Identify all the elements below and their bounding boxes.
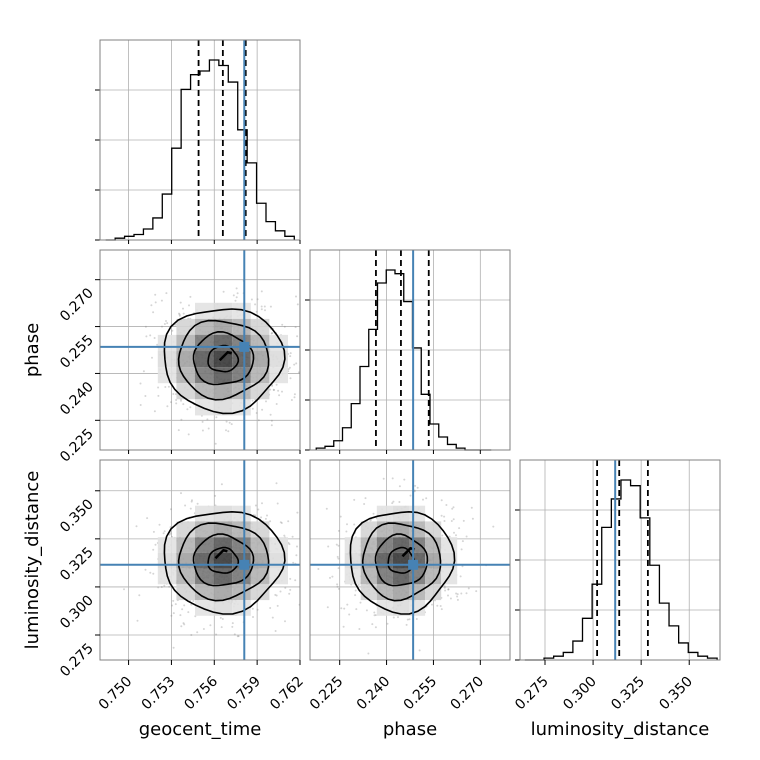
x-tick-label-0-240: 0.240 bbox=[354, 674, 394, 714]
hist-phase bbox=[305, 250, 492, 451]
grid-lines bbox=[100, 40, 301, 240]
hist-step-geocent_time bbox=[105, 59, 295, 241]
x-tick-label-0-225: 0.225 bbox=[307, 674, 347, 714]
x-tick-label-0-275: 0.275 bbox=[512, 674, 552, 714]
truth-marker bbox=[239, 341, 250, 352]
contour-level-2 bbox=[192, 330, 255, 386]
x-tick-label-0-300: 0.300 bbox=[560, 674, 600, 714]
hist-luminosity_distance-frame bbox=[519, 459, 721, 661]
x-tick-label-0-759: 0.759 bbox=[224, 674, 264, 714]
contour-level-4 bbox=[163, 308, 286, 415]
x-axis-label-geocent_time: geocent_time bbox=[139, 719, 262, 740]
y-axis-label-luminosity_distance: luminosity_distance bbox=[22, 471, 43, 650]
y-tick-label-0-350: 0.350 bbox=[57, 496, 97, 536]
x-axis-label-phase: phase bbox=[383, 719, 437, 740]
hist-step-phase bbox=[315, 269, 492, 451]
y-tick-label-0-275: 0.275 bbox=[57, 641, 97, 681]
x-tick-label-0-750: 0.750 bbox=[96, 674, 136, 714]
x-tick-label-0-270: 0.270 bbox=[447, 674, 487, 714]
x-tick-label-0-762: 0.762 bbox=[267, 674, 307, 714]
scatter-geocent_time-vs-luminosity_distance-frame bbox=[99, 459, 301, 661]
scatter-geocent_time-vs-phase bbox=[100, 250, 300, 450]
y-axis-label-phase: phase bbox=[22, 323, 43, 377]
y-tick-label-0-255: 0.255 bbox=[57, 332, 97, 372]
y-tick-label-0-325: 0.325 bbox=[57, 544, 97, 584]
hist-step-luminosity_distance bbox=[524, 479, 718, 661]
x-tick-label-0-753: 0.753 bbox=[139, 674, 179, 714]
x-tick-label-0-350: 0.350 bbox=[656, 674, 696, 714]
y-tick-label-0-225: 0.225 bbox=[57, 426, 97, 466]
hist-phase-frame bbox=[309, 249, 511, 451]
truth-marker bbox=[408, 559, 419, 570]
contour-level-1 bbox=[207, 546, 240, 574]
x-axis-label-luminosity_distance: luminosity_distance bbox=[531, 719, 710, 740]
scatter-phase-vs-luminosity_distance-frame bbox=[309, 459, 511, 661]
contour-level-2 bbox=[192, 533, 255, 587]
hist-luminosity_distance bbox=[515, 460, 718, 661]
contour-level-3 bbox=[361, 522, 442, 602]
y-tick-label-0-240: 0.240 bbox=[57, 379, 97, 419]
scatter-geocent_time-vs-phase-frame bbox=[99, 249, 301, 451]
contour-level-4 bbox=[349, 510, 456, 615]
hist-geocent_time-frame bbox=[99, 39, 301, 241]
peak-marker bbox=[218, 350, 233, 362]
y-tick-label-0-300: 0.300 bbox=[57, 592, 97, 632]
x-tick-label-0-325: 0.325 bbox=[608, 674, 648, 714]
x-tick-label-0-756: 0.756 bbox=[181, 673, 221, 713]
peak-marker bbox=[214, 548, 228, 560]
y-tick-label-0-270: 0.270 bbox=[57, 285, 97, 325]
truth-marker bbox=[239, 559, 250, 570]
contour-level-4 bbox=[163, 510, 286, 615]
x-tick-label-0-255: 0.255 bbox=[401, 674, 441, 714]
scatter-phase-vs-luminosity_distance bbox=[310, 460, 510, 660]
scatter-geocent_time-vs-luminosity_distance bbox=[100, 460, 300, 660]
hist-geocent_time bbox=[95, 40, 295, 241]
grid-lines bbox=[310, 250, 510, 450]
